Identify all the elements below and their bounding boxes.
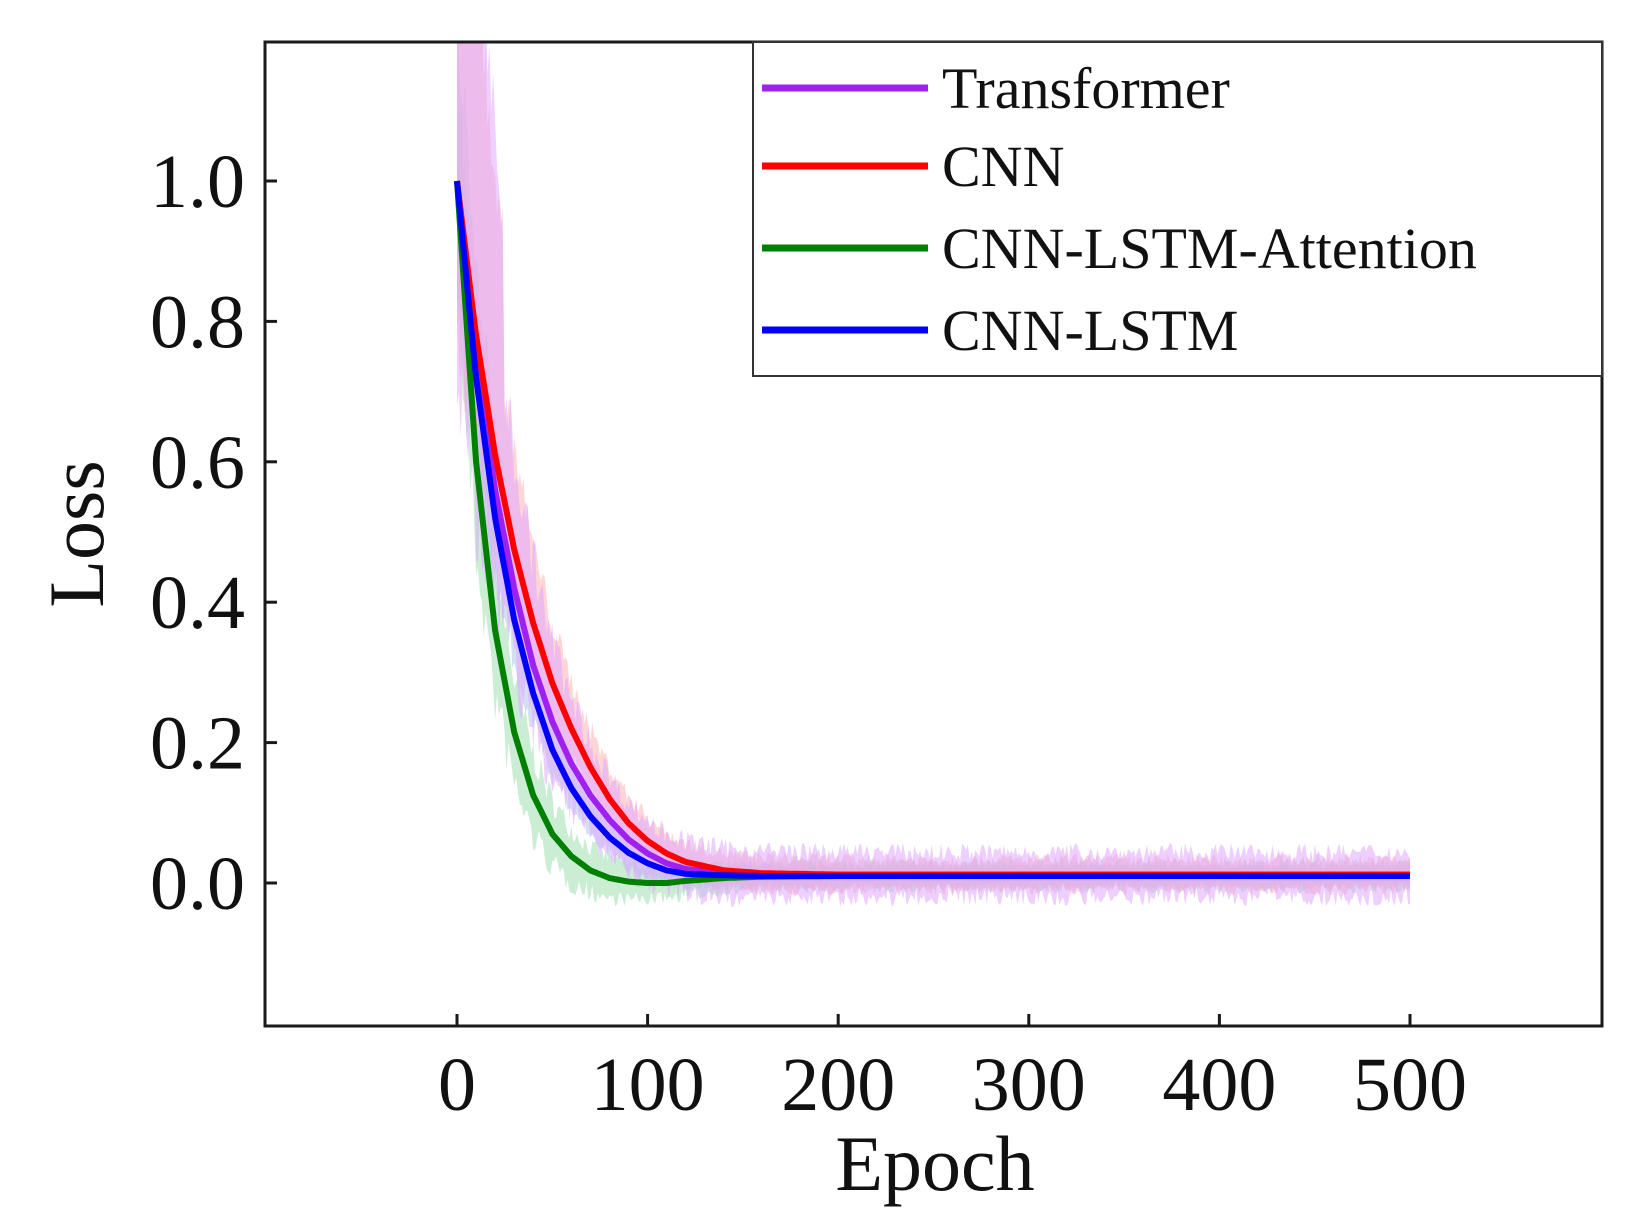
legend-label-cnn-lstm-attention: CNN-LSTM-Attention — [942, 216, 1477, 281]
noise-bands — [457, 42, 1410, 907]
x-tick-label-0: 0 — [438, 1043, 476, 1127]
x-tick-label-500: 500 — [1353, 1043, 1467, 1127]
x-axis: 0 100 200 300 400 500 — [438, 1014, 1467, 1127]
legend: Transformer CNN CNN-LSTM-Attention CNN-LSTM — [752, 41, 1603, 377]
legend-label-transformer: Transformer — [942, 56, 1230, 121]
y-tick-label-0: 0.0 — [150, 842, 245, 926]
band-cnn-lstm-attention — [457, 101, 1410, 907]
x-tick-label-300: 300 — [972, 1043, 1086, 1127]
x-axis-title: Epoch — [835, 1120, 1034, 1207]
y-axis-title: Loss — [33, 460, 120, 607]
legend-label-cnn: CNN — [942, 134, 1064, 199]
x-tick-label-100: 100 — [591, 1043, 705, 1127]
line-cnn-lstm — [454, 180, 1410, 879]
legend-label-cnn-lstm: CNN-LSTM — [942, 298, 1238, 363]
legend-box — [752, 41, 1603, 377]
y-tick-label-0.8: 0.8 — [150, 280, 245, 364]
y-tick-label-1: 1.0 — [150, 140, 245, 224]
y-tick-label-0.2: 0.2 — [150, 702, 245, 786]
y-axis: 0.0 0.2 0.4 0.6 0.8 1.0 — [150, 140, 277, 926]
y-tick-label-0.6: 0.6 — [150, 421, 245, 505]
x-tick-label-200: 200 — [781, 1043, 895, 1127]
x-tick-label-400: 400 — [1162, 1043, 1276, 1127]
y-tick-label-0.4: 0.4 — [150, 561, 245, 645]
series-lines — [454, 180, 1410, 886]
